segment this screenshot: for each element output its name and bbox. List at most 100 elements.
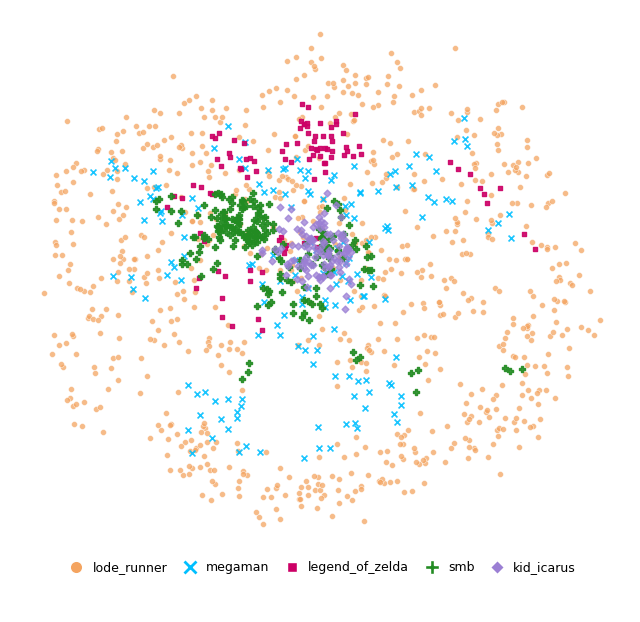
Point: [200, 148, 211, 158]
Point: [257, 279, 267, 289]
Point: [316, 29, 326, 39]
Point: [153, 325, 163, 335]
Point: [289, 256, 300, 266]
Point: [500, 333, 510, 343]
Point: [470, 445, 480, 455]
Point: [469, 175, 479, 185]
Point: [303, 166, 313, 176]
Point: [165, 155, 175, 165]
Point: [254, 512, 264, 522]
Point: [452, 132, 462, 142]
Point: [250, 231, 260, 241]
Point: [357, 302, 367, 312]
Point: [341, 65, 351, 75]
Point: [340, 258, 351, 268]
Point: [486, 190, 496, 200]
Point: [154, 208, 164, 218]
Point: [337, 272, 347, 282]
Point: [68, 330, 78, 340]
Point: [234, 210, 244, 220]
Point: [324, 229, 335, 239]
Point: [548, 327, 559, 337]
Point: [314, 452, 324, 462]
Point: [441, 193, 451, 203]
Point: [85, 287, 95, 297]
Point: [325, 118, 335, 128]
Point: [260, 225, 270, 235]
Point: [329, 323, 339, 333]
Point: [198, 417, 209, 427]
Point: [203, 234, 213, 244]
Point: [120, 163, 130, 173]
Point: [300, 345, 310, 355]
Point: [497, 380, 508, 390]
Point: [318, 271, 328, 281]
Point: [208, 443, 218, 453]
Point: [365, 272, 376, 282]
Point: [411, 387, 421, 397]
Point: [520, 369, 530, 379]
Point: [291, 52, 301, 62]
Point: [242, 172, 252, 182]
Point: [356, 484, 367, 494]
Point: [258, 102, 268, 112]
Point: [368, 147, 378, 157]
Point: [308, 359, 318, 369]
Point: [346, 109, 356, 119]
Point: [503, 167, 513, 177]
Point: [159, 135, 170, 145]
Point: [499, 98, 509, 108]
Point: [315, 118, 325, 128]
Point: [275, 330, 285, 340]
Point: [291, 270, 301, 280]
Point: [212, 223, 223, 233]
Point: [202, 429, 212, 439]
Point: [172, 169, 182, 179]
Point: [235, 220, 245, 230]
Point: [483, 452, 493, 462]
Point: [499, 340, 509, 350]
Point: [221, 227, 231, 237]
Point: [408, 169, 419, 179]
Point: [244, 238, 254, 248]
Point: [264, 86, 275, 96]
Point: [312, 422, 323, 432]
Point: [564, 343, 574, 353]
Point: [326, 131, 336, 141]
Point: [298, 196, 308, 206]
Point: [316, 216, 326, 226]
Point: [543, 198, 553, 208]
Point: [204, 341, 214, 351]
Point: [330, 112, 340, 122]
Point: [356, 276, 366, 285]
Point: [486, 169, 496, 179]
Point: [198, 230, 209, 240]
Point: [266, 297, 276, 307]
Point: [306, 233, 316, 243]
Point: [296, 99, 307, 109]
Point: [179, 294, 189, 304]
Point: [447, 197, 458, 207]
Point: [514, 442, 524, 452]
Point: [481, 407, 492, 417]
Point: [279, 310, 289, 320]
Point: [361, 375, 371, 385]
Point: [547, 263, 557, 273]
Point: [205, 160, 216, 170]
Point: [239, 241, 249, 251]
Point: [234, 447, 244, 457]
Point: [303, 249, 313, 259]
Point: [511, 162, 521, 172]
Point: [341, 259, 351, 269]
Point: [257, 90, 267, 100]
Point: [234, 476, 244, 486]
Point: [269, 192, 280, 202]
Point: [172, 313, 182, 323]
Point: [189, 276, 200, 285]
Point: [394, 81, 404, 91]
Point: [51, 170, 61, 180]
Point: [459, 113, 469, 123]
Point: [338, 60, 348, 70]
Point: [241, 154, 252, 164]
Point: [500, 363, 510, 373]
